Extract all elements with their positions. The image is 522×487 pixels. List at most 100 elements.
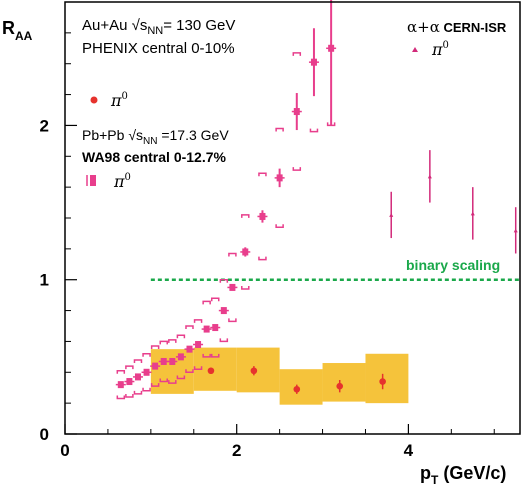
phenix-point (379, 373, 386, 390)
wa98-marker (212, 324, 219, 332)
wa98-point (227, 252, 238, 323)
wa98-syst-upper (142, 353, 151, 357)
x-tick-label: 2 (232, 441, 241, 460)
wa98-syst-upper (210, 297, 220, 302)
wa98-marker (276, 174, 283, 182)
wa98-marker (169, 357, 176, 365)
phenix-marker (207, 367, 215, 375)
binary-scaling-label: binary scaling (406, 257, 500, 273)
phenix-point (336, 380, 344, 393)
x-axis-title: pT (GeV/c) (420, 463, 506, 487)
phenix-marker (336, 382, 344, 390)
wa98-marker (203, 325, 210, 333)
legend-isr-title: α+α CERN-ISR (407, 18, 507, 36)
wa98-syst-upper (228, 252, 237, 257)
wa98-point (115, 369, 126, 400)
y-tick-label: 2 (40, 116, 49, 135)
wa98-marker (134, 373, 141, 381)
wa98-syst-upper (292, 52, 302, 56)
wa98-point (150, 345, 161, 387)
wa98-syst-lower (150, 383, 160, 387)
isr-point (470, 187, 475, 240)
wa98-syst-upper (159, 340, 168, 345)
wa98-point (132, 359, 143, 395)
wa98-syst-lower (219, 338, 229, 343)
wa98-point (257, 172, 268, 261)
wa98-syst-lower (168, 380, 177, 384)
wa98-point (124, 365, 135, 398)
wa98-syst-lower (241, 285, 250, 290)
wa98-syst-lower (142, 387, 151, 392)
wa98-syst-upper (202, 300, 211, 305)
wa98-syst-lower (116, 395, 126, 400)
wa98-marker (126, 378, 133, 386)
isr-series (389, 150, 518, 254)
wa98-syst-upper (193, 319, 203, 323)
phenix-syst-band (236, 347, 280, 393)
phenix-marker (293, 385, 301, 393)
wa98-syst-lower (309, 128, 319, 133)
wa98-syst-lower (185, 369, 194, 374)
wa98-syst-lower (210, 353, 220, 358)
wa98-point (193, 319, 204, 370)
legend-phenix-system: Au+Au √sNN= 130 GeV (82, 17, 235, 37)
isr-marker (513, 228, 518, 233)
axis-ticks: 0 2 4 0 1 2 (40, 1, 495, 460)
y-tick-label: 1 (40, 271, 49, 290)
wa98-marker (229, 283, 236, 291)
isr-marker (470, 211, 475, 216)
wa98-point (291, 52, 302, 171)
wa98-point (308, 28, 319, 133)
wa98-point (210, 297, 221, 358)
wa98-marker (186, 345, 193, 353)
wa98-syst-upper (176, 334, 186, 339)
wa98-series (115, 0, 337, 400)
y-axis-title: RAA (2, 18, 33, 43)
wa98-marker (152, 362, 159, 370)
wa98-point (326, 0, 337, 127)
wa98-syst-upper (125, 365, 134, 370)
isr-point (513, 207, 518, 254)
wa98-point (218, 278, 229, 343)
wa98-marker (293, 108, 300, 116)
wa98-point (141, 353, 152, 392)
phenix-point (293, 384, 301, 394)
wa98-syst-upper (219, 278, 229, 283)
wa98-marker (160, 357, 167, 365)
wa98-syst-lower (202, 353, 211, 358)
wa98-syst-lower (193, 366, 203, 370)
phenix-series (207, 366, 386, 394)
wa98-marker (177, 353, 184, 361)
phenix-systematic-bands (150, 347, 409, 405)
wa98-syst-lower (133, 390, 143, 395)
wa98-marker (310, 58, 317, 66)
wa98-syst-upper (150, 345, 160, 350)
legend-phenix-experiment: PHENIX central 0-10% (82, 40, 235, 57)
wa98-syst-lower (176, 375, 186, 380)
wa98-point (240, 214, 251, 290)
wa98-point (175, 334, 186, 380)
legend-isr-symbol: π0 (431, 40, 449, 59)
legend-phenix-marker (90, 96, 98, 104)
wa98-syst-upper (133, 359, 143, 363)
wa98-syst-upper (241, 214, 250, 218)
phenix-marker (379, 378, 386, 385)
isr-point (389, 191, 394, 239)
x-tick-label: 4 (404, 441, 414, 460)
wa98-marker (143, 368, 150, 376)
wa98-marker (328, 44, 335, 52)
isr-marker (389, 212, 394, 217)
isr-point (427, 150, 432, 203)
wa98-syst-lower (159, 378, 168, 383)
wa98-syst-lower (258, 256, 267, 261)
wa98-syst-upper (116, 369, 126, 374)
legend-phenix-symbol: π0 (110, 91, 128, 110)
wa98-syst-upper (168, 339, 177, 343)
legend-wa98-experiment: WA98 central 0-12.7% (82, 149, 227, 165)
wa98-marker (195, 341, 202, 349)
phenix-syst-band (365, 353, 409, 404)
wa98-syst-lower (125, 393, 134, 398)
wa98-marker (242, 248, 249, 256)
wa98-point (274, 127, 285, 229)
